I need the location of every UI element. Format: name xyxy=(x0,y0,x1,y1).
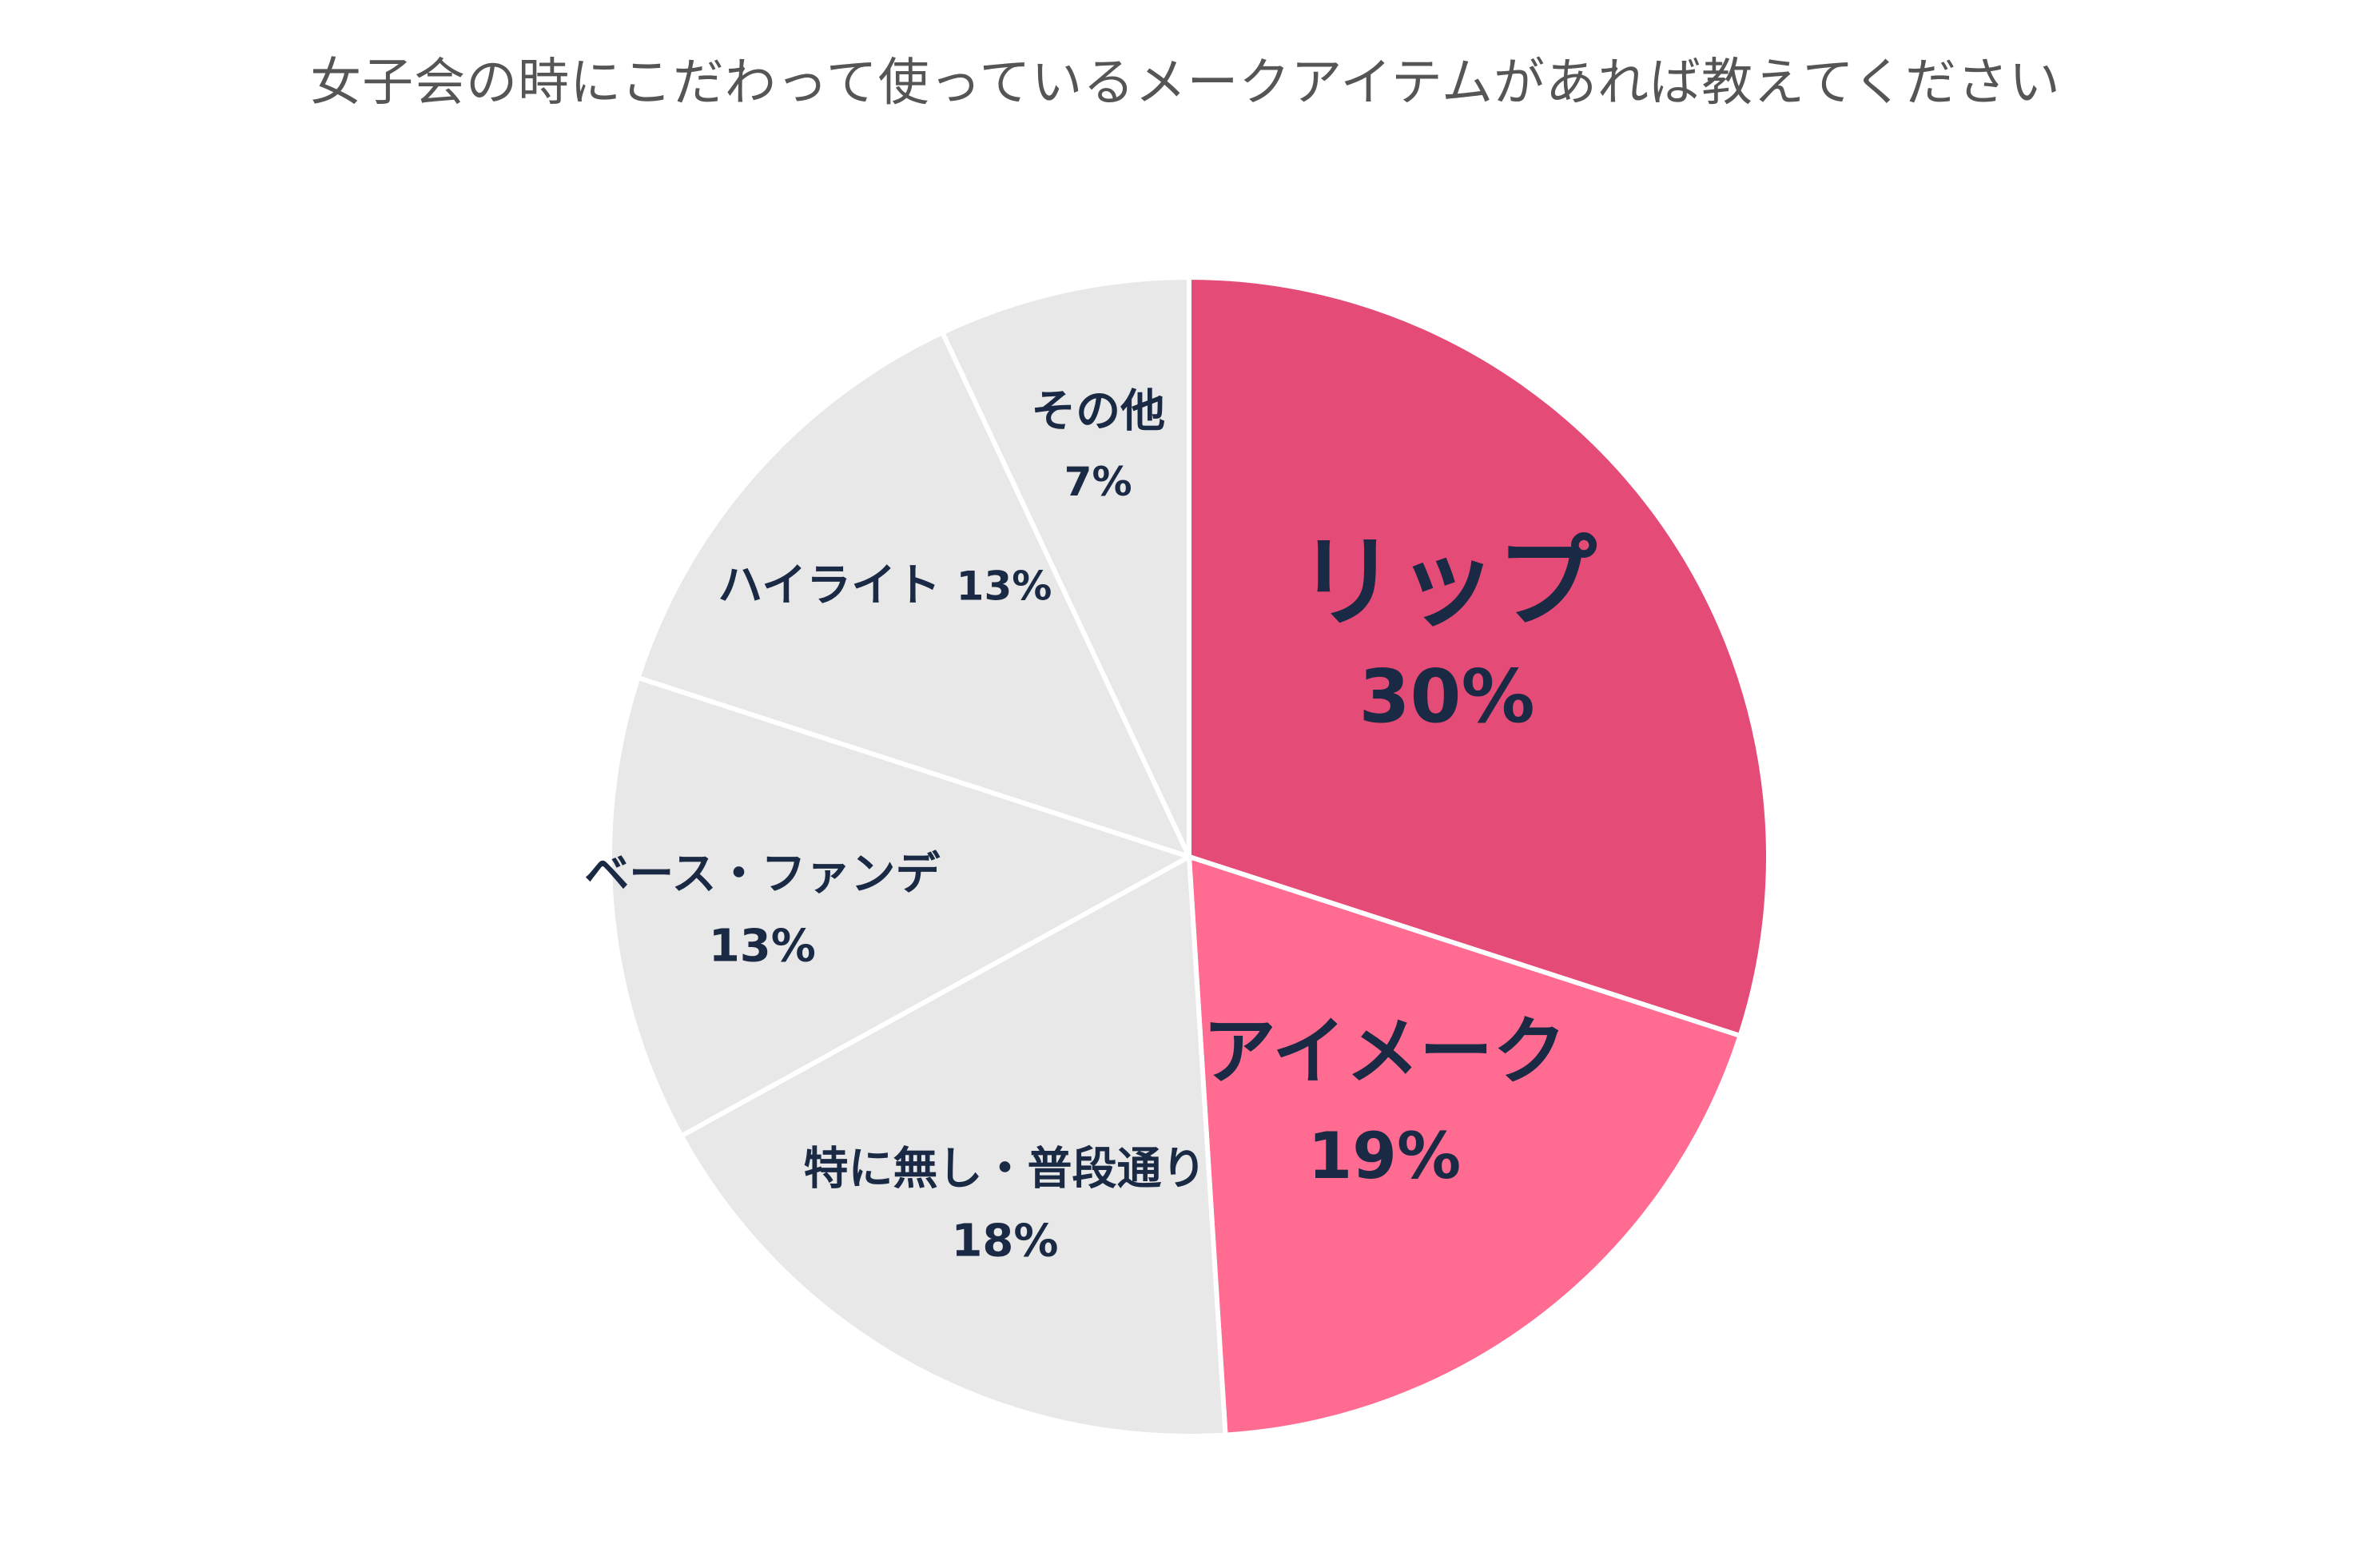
slice-name: ベース・ファンデ xyxy=(584,849,941,901)
slice-name: アイメーク xyxy=(1203,1009,1566,1094)
pie-slice xyxy=(1186,853,1744,1438)
pie-slice xyxy=(678,853,1228,1439)
pie-slice xyxy=(635,329,1194,861)
pie-slice xyxy=(607,675,1195,1140)
labels-layer: リップ30%アイメーク19%特に無し・普段通り18%ベース・ファンデ13%ハイラ… xyxy=(584,386,1597,1268)
slice-name: その他 xyxy=(1031,386,1165,438)
slice-percent: 19% xyxy=(1308,1119,1461,1193)
slice-label: ハイライト 13% xyxy=(718,560,1052,612)
slices-layer xyxy=(607,274,1771,1439)
pie-slice xyxy=(1187,274,1771,1039)
slice-name: リップ xyxy=(1297,525,1597,641)
slice-percent: 7% xyxy=(1064,459,1132,505)
chart-title: 女子会の時にこだわって使っているメークアイテムがあれば教えてください xyxy=(310,54,2061,113)
slice-percent: 30% xyxy=(1359,654,1534,739)
pie-slice xyxy=(939,274,1191,858)
slice-percent: 13% xyxy=(709,921,816,973)
slice-name: 特に無し・普段通り xyxy=(803,1143,1206,1195)
slice-percent: 18% xyxy=(951,1215,1058,1267)
slice-percent: 13% xyxy=(957,563,1052,609)
slice-name: ハイライト xyxy=(718,560,956,612)
